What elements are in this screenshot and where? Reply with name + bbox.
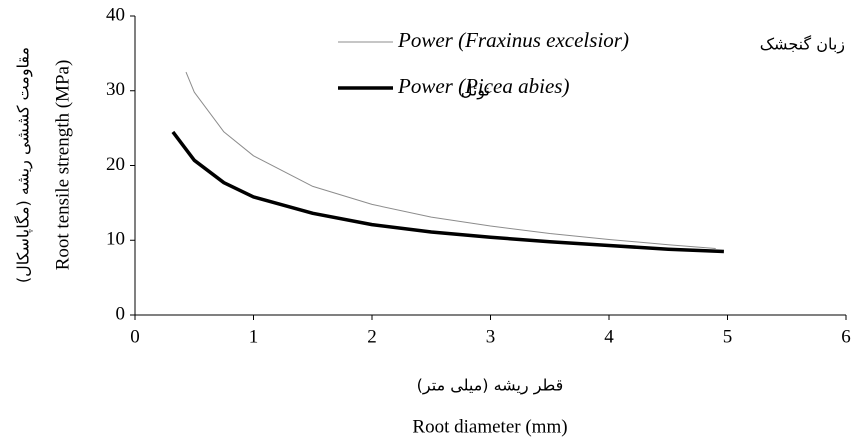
y-axis-label: Root tensile strength (MPa) <box>52 60 73 271</box>
x-axis-label: Root diameter (mm) <box>412 416 567 437</box>
x-tick-label: 2 <box>367 326 377 347</box>
x-tick-label: 0 <box>130 326 140 347</box>
legend-label: Power (Fraxinus excelsior) <box>397 28 629 52</box>
series-line <box>171 130 724 254</box>
y-tick-label: 20 <box>106 154 125 175</box>
x-tick-label: 6 <box>841 326 851 347</box>
y-tick-label: 40 <box>106 4 125 25</box>
x-tick-label: 4 <box>604 326 614 347</box>
series-line <box>185 71 716 249</box>
y-tick-label: 0 <box>116 303 126 324</box>
legend-label-fa: زبان گنجشک <box>760 35 845 55</box>
legend-label: Power (Picea abies) <box>397 74 569 98</box>
y-tick-label: 10 <box>106 229 125 250</box>
y-tick-label: 30 <box>106 79 125 100</box>
x-tick-label: 5 <box>723 326 733 347</box>
x-axis-label-fa: قطر ریشه (میلی متر) <box>417 376 564 396</box>
y-axis-label-fa: مقاومت کششی ریشه (مگاپاسکال) <box>14 47 34 283</box>
x-tick-label: 1 <box>249 326 259 347</box>
legend-label-fa: نوئل <box>461 81 490 101</box>
x-tick-label: 3 <box>486 326 496 347</box>
